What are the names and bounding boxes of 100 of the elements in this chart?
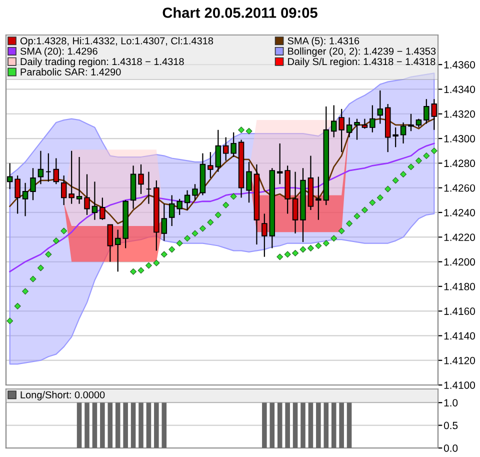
candlestick (362, 118, 368, 130)
legend-label: Long/Short: 0.0000 (20, 391, 105, 400)
candlestick (377, 90, 384, 124)
legend-label: SMA (20): 1.4296 (20, 47, 98, 57)
point (214, 212, 222, 218)
candlestick (60, 174, 67, 206)
candlestick (208, 152, 214, 179)
point (238, 126, 245, 134)
point (307, 244, 314, 252)
y-tick-label: 1.4300 (444, 135, 476, 142)
y-tick-label: 1.4180 (444, 282, 476, 290)
point (430, 148, 438, 154)
point (354, 212, 360, 220)
point (423, 152, 430, 159)
candlestick (346, 117, 352, 138)
y-tick-label: 1.4160 (444, 308, 476, 315)
point (153, 260, 160, 266)
line-series (9, 118, 435, 224)
candlestick (84, 174, 90, 216)
candlestick (76, 156, 82, 204)
point (160, 251, 168, 258)
candlestick (276, 142, 283, 185)
point (384, 186, 392, 192)
point (52, 238, 60, 244)
point (22, 288, 29, 295)
y-tick-label: 1.4340 (444, 86, 476, 94)
candlestick (230, 132, 236, 158)
point (6, 318, 14, 324)
point (45, 251, 52, 258)
candlestick (92, 181, 98, 220)
chart-title: Chart 20.05.2011 09:05 (162, 7, 318, 18)
y-tick-label: 1.4200 (444, 258, 476, 266)
candlestick (338, 108, 344, 153)
legend-label: Op:1.4328, Hi:1.4332, Lo:1.4307, Cl:1.4318 (20, 37, 214, 46)
y-tick-label: 1.4280 (444, 160, 476, 168)
candlestick (146, 171, 152, 204)
point (184, 235, 191, 242)
point (37, 264, 44, 272)
candlestick (192, 184, 198, 201)
legend-label: Parabolic SAR: 1.4290 (20, 68, 121, 76)
y-tick-label: 1.4260 (444, 184, 476, 192)
point (315, 242, 322, 249)
candlestick (107, 224, 114, 262)
y-tick-label: 1.4120 (444, 356, 476, 364)
point (130, 268, 137, 275)
point (330, 235, 338, 242)
legend-label: Daily S/L region: 1.4318 − 1.4318 (288, 58, 436, 68)
point (361, 206, 368, 214)
point (415, 157, 422, 164)
candlestick (14, 174, 20, 214)
y-tick-label: 1.0 (444, 399, 458, 406)
point (30, 276, 36, 282)
y-tick-label: 0.0 (444, 444, 458, 452)
y-tick-label: 1.4360 (444, 61, 476, 68)
legend-label: Daily trading region: 1.4318 − 1.4318 (20, 58, 184, 68)
candlestick (424, 98, 430, 124)
y-tick-label: 0.5 (444, 422, 458, 430)
candlestick (215, 129, 222, 172)
point (346, 220, 353, 227)
point (14, 302, 21, 310)
candlestick (138, 164, 144, 195)
point (300, 246, 306, 253)
point (369, 199, 376, 206)
point (145, 262, 152, 269)
point (138, 267, 144, 274)
point (376, 194, 384, 201)
point (338, 228, 345, 234)
point (192, 230, 198, 237)
y-tick-label: 1.4320 (444, 110, 476, 118)
candlestick (161, 203, 168, 242)
point (392, 177, 399, 184)
candlestick (53, 158, 60, 185)
legend-label: SMA (5): 1.4316 (288, 37, 360, 46)
candlestick (6, 162, 13, 190)
point (400, 171, 407, 178)
point (222, 202, 230, 208)
candlestick (246, 161, 252, 204)
candlestick (354, 118, 360, 140)
y-tick-label: 1.4220 (444, 234, 476, 241)
y-tick-label: 1.4140 (444, 332, 476, 340)
candlestick (100, 197, 106, 220)
candlestick (370, 104, 376, 133)
y-tick-label: 1.4100 (444, 382, 476, 389)
point (230, 193, 237, 200)
candlestick (392, 126, 398, 148)
candlestick (262, 213, 268, 258)
candlestick (408, 113, 414, 132)
point (322, 240, 330, 246)
candlestick (46, 152, 52, 182)
point (246, 128, 252, 134)
point (284, 251, 291, 258)
point (199, 225, 206, 232)
candlestick (330, 104, 337, 138)
legend-label: Bollinger (20, 2): 1.4239 − 1.4353 (288, 47, 436, 57)
point (60, 228, 68, 234)
candlestick (292, 171, 298, 234)
point (408, 164, 414, 170)
point (207, 219, 214, 226)
candlestick (316, 176, 322, 220)
point (292, 250, 299, 256)
